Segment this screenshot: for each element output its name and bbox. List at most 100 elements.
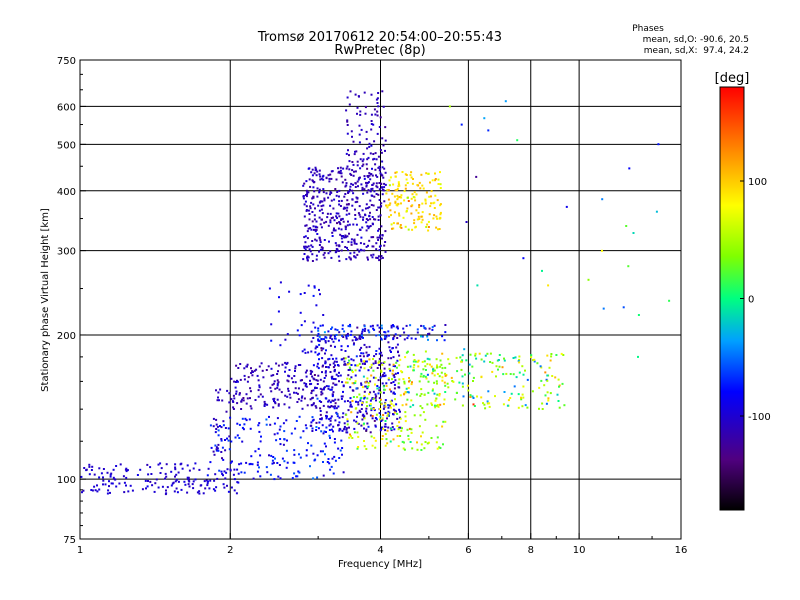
data-point <box>293 449 296 452</box>
data-point <box>502 403 505 406</box>
data-point <box>386 442 389 445</box>
data-point <box>341 334 344 337</box>
data-point <box>361 188 364 191</box>
data-point <box>80 475 83 478</box>
x-tick-label: 2 <box>227 545 233 556</box>
data-point <box>403 448 406 451</box>
data-point <box>229 468 232 471</box>
data-point <box>355 387 358 390</box>
data-point <box>150 473 153 475</box>
data-point <box>344 193 347 195</box>
data-point <box>353 153 356 156</box>
data-point <box>439 216 442 219</box>
data-point <box>327 252 330 255</box>
data-point <box>381 160 384 163</box>
data-point <box>419 405 422 408</box>
data-point <box>256 464 259 467</box>
data-point <box>407 228 410 231</box>
data-point <box>337 255 340 258</box>
data-point <box>337 424 340 426</box>
data-point <box>344 363 347 366</box>
data-point <box>273 422 276 425</box>
data-point <box>322 191 325 194</box>
data-point <box>364 106 367 109</box>
data-point <box>486 400 489 403</box>
data-point <box>355 242 358 245</box>
data-point <box>395 403 398 406</box>
data-point <box>238 393 241 396</box>
data-point <box>316 195 319 198</box>
data-point <box>299 436 302 439</box>
data-point <box>351 135 353 138</box>
data-point <box>333 360 336 363</box>
data-point <box>209 424 212 427</box>
data-point <box>115 465 118 467</box>
data-point <box>302 430 305 433</box>
data-point <box>315 387 318 389</box>
data-point <box>261 395 264 398</box>
data-point <box>215 389 217 392</box>
data-point <box>541 402 544 405</box>
data-point <box>210 446 213 449</box>
data-point <box>220 470 223 473</box>
data-point <box>387 204 390 207</box>
data-point <box>194 462 197 465</box>
data-point <box>257 395 260 398</box>
data-point <box>353 251 356 254</box>
data-point <box>426 223 429 226</box>
data-point <box>368 393 371 396</box>
data-point <box>627 265 630 268</box>
data-point <box>256 470 259 473</box>
data-point <box>279 425 282 428</box>
data-point <box>357 422 360 425</box>
data-point <box>376 257 379 259</box>
data-point <box>361 401 364 404</box>
data-point <box>337 227 340 230</box>
data-point <box>263 400 266 403</box>
data-point <box>263 403 266 406</box>
data-point <box>380 324 383 327</box>
data-point <box>319 418 322 420</box>
data-point <box>396 325 399 328</box>
data-point <box>175 487 178 490</box>
data-point <box>423 393 426 396</box>
data-point <box>321 357 324 360</box>
data-point <box>312 181 315 184</box>
data-point <box>356 396 359 399</box>
data-point <box>441 425 444 428</box>
data-point <box>340 439 343 442</box>
data-point <box>270 367 273 370</box>
data-point <box>268 454 270 457</box>
data-point <box>297 398 300 401</box>
data-point <box>342 220 345 223</box>
data-point <box>331 377 333 380</box>
data-point <box>329 401 332 404</box>
data-point <box>373 409 376 412</box>
data-point <box>250 407 253 410</box>
x-tick-label: 6 <box>465 545 471 556</box>
data-point <box>212 417 215 420</box>
data-point <box>241 417 244 420</box>
data-point <box>277 364 280 367</box>
data-point <box>380 398 382 401</box>
data-point <box>304 248 307 251</box>
data-point <box>239 378 242 381</box>
data-point <box>347 191 350 193</box>
data-point <box>389 369 392 372</box>
data-point <box>310 330 313 333</box>
data-point <box>354 186 357 188</box>
data-point <box>384 411 387 414</box>
data-point <box>371 216 374 218</box>
data-point <box>110 482 113 485</box>
data-point <box>397 350 399 353</box>
data-point <box>389 176 392 179</box>
data-point <box>391 227 393 230</box>
data-point <box>251 463 254 466</box>
data-point <box>224 427 227 429</box>
data-point <box>345 334 348 337</box>
data-point <box>381 375 384 378</box>
data-point <box>336 415 339 418</box>
data-point <box>380 255 383 257</box>
data-point <box>258 466 260 469</box>
data-point <box>351 371 354 373</box>
